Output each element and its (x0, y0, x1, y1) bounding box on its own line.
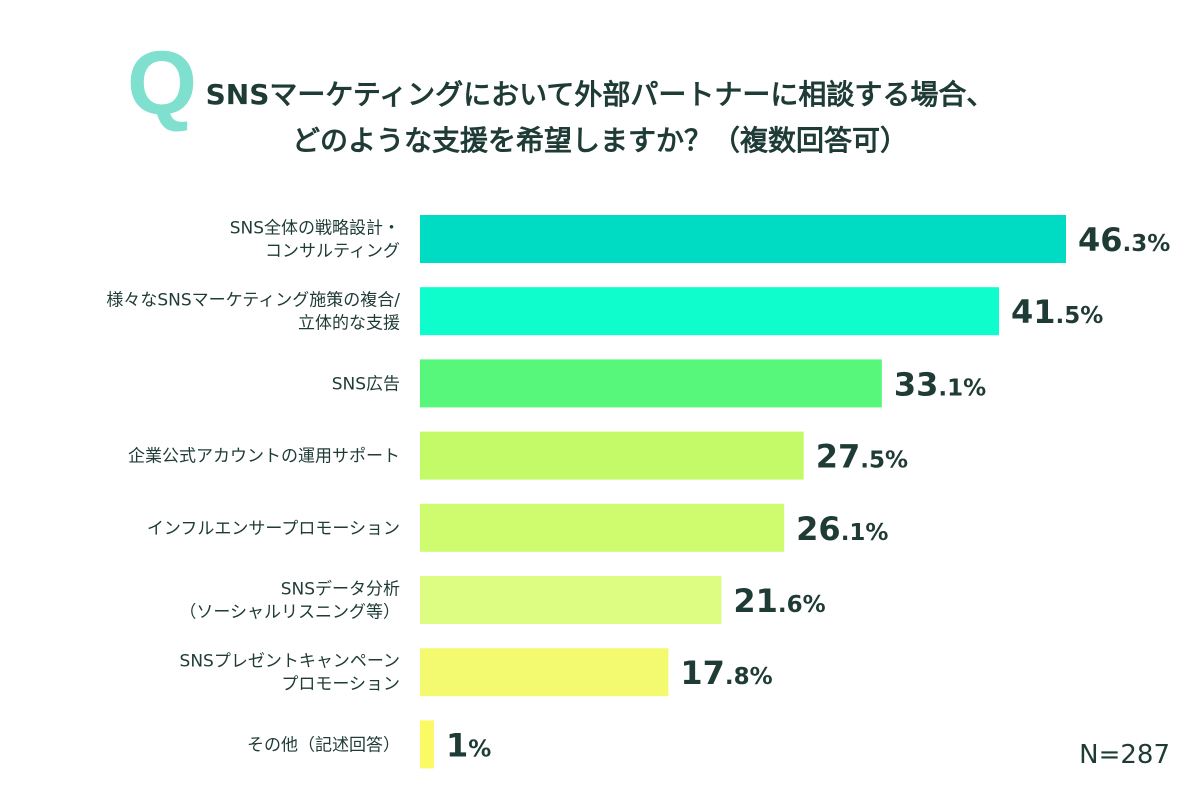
value-label-2: 41.5% (1011, 293, 1103, 331)
category-label-3: SNS広告 (332, 374, 400, 394)
value-label-4: 27.5% (816, 438, 908, 476)
value-label-1: 46.3% (1078, 221, 1170, 259)
value-label-5: 26.1% (796, 510, 888, 548)
title-line-2: どのような支援を希望しますか？（複数回答可） (291, 124, 908, 157)
sample-size: N=287 (1079, 740, 1170, 770)
bar-6 (420, 576, 722, 624)
chart-title: SNSマーケティングにおいて外部パートナーに相談する場合、 どのような支援を希望… (150, 72, 1050, 164)
bar-1 (420, 215, 1066, 263)
bar-2 (420, 287, 1000, 336)
value-label-7: 17.8% (680, 654, 772, 692)
category-label-8: その他（記述回答） (247, 735, 400, 755)
bar-8 (420, 720, 434, 769)
bar-3 (420, 359, 882, 408)
category-label-5: インフルエンサープロモーション (147, 519, 400, 539)
category-label-1: SNS全体の戦略設計・コンサルティング (230, 219, 400, 262)
title-line-1: SNSマーケティングにおいて外部パートナーに相談する場合、 (205, 78, 995, 111)
category-label-6: SNSデータ分析（ソーシャルリスニング等） (179, 579, 400, 623)
category-label-2: 様々なSNSマーケティング施策の複合/立体的な支援 (106, 291, 400, 334)
bar-4 (420, 431, 804, 480)
value-label-8: 1% (446, 726, 491, 764)
question-badge: Q (126, 34, 197, 134)
category-label-4: 企業公式アカウントの運用サポート (128, 447, 400, 467)
value-label-6: 21.6% (733, 582, 825, 620)
bar-5 (420, 503, 785, 552)
value-label-3: 33.1% (894, 365, 986, 403)
category-label-7: SNSプレゼントキャンペーンプロモーション (180, 652, 400, 695)
bar-7 (420, 648, 669, 697)
